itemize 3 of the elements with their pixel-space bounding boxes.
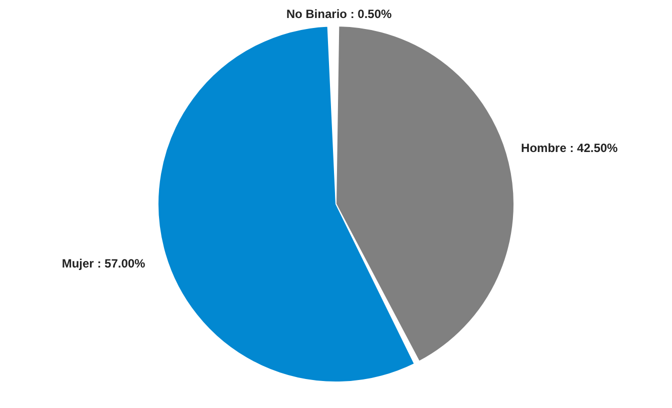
slice-label: Hombre : 42.50%: [521, 140, 618, 155]
slice-label: No Binario : 0.50%: [286, 7, 392, 22]
slice-label: Mujer : 57.00%: [62, 256, 146, 271]
